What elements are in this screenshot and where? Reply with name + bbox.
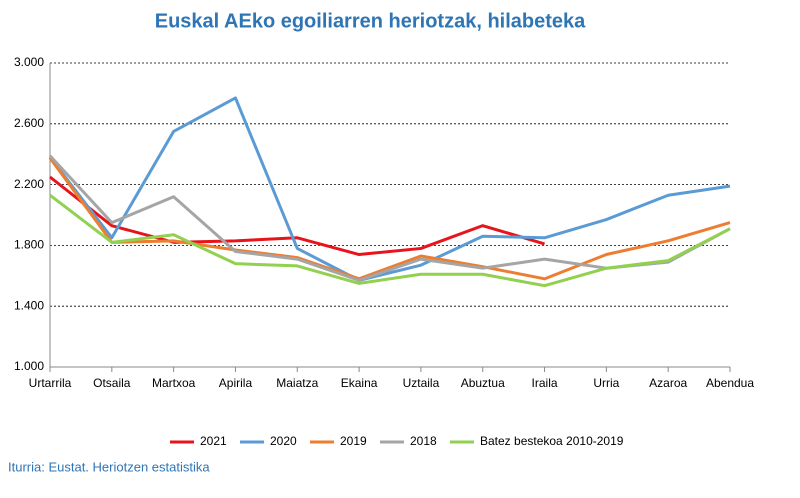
x-tick-label: Ekaina (341, 376, 378, 390)
x-tick-label: Abuztua (461, 376, 505, 390)
source-note: Iturria: Eustat. Heriotzen estatistika (8, 459, 210, 474)
x-tick-label: Urtarrila (29, 376, 72, 390)
legend-label: 2019 (340, 434, 367, 448)
chart-title: Euskal AEko egoiliarren heriotzak, hilab… (155, 10, 586, 32)
y-tick-label: 3.000 (14, 55, 44, 69)
x-tick-label: Urria (593, 376, 619, 390)
legend-label: 2020 (270, 434, 297, 448)
x-tick-label: Otsaila (93, 376, 131, 390)
y-tick-label: 1.000 (14, 359, 44, 373)
y-tick-label: 1.400 (14, 298, 44, 312)
legend-label: 2021 (200, 434, 227, 448)
x-tick-label: Iraila (532, 376, 558, 390)
x-tick-label: Abendua (706, 376, 754, 390)
x-tick-label: Apirila (219, 376, 253, 390)
series-line (48, 154, 731, 282)
legend-label: Batez bestekoa 2010-2019 (480, 434, 624, 448)
x-tick-label: Maiatza (276, 376, 318, 390)
series-line (48, 157, 731, 281)
y-tick-label: 2.200 (14, 177, 44, 191)
y-tick-label: 1.800 (14, 238, 44, 252)
series-line (48, 96, 731, 282)
legend-label: 2018 (410, 434, 437, 448)
y-tick-label: 2.600 (14, 116, 44, 130)
x-tick-label: Uztaila (403, 376, 440, 390)
x-tick-label: Azaroa (649, 376, 687, 390)
x-tick-label: Martxoa (152, 376, 196, 390)
series-line (49, 194, 731, 288)
series-line (49, 175, 545, 257)
